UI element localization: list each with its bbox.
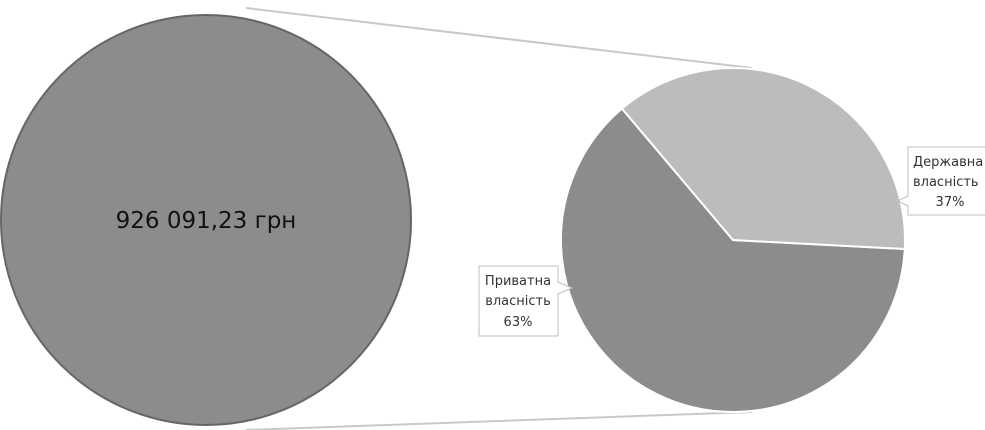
secondary-slice-state — [620, 67, 906, 251]
callout-state-name-line-1: Державна — [913, 155, 983, 170]
connector-line-top — [245, 7, 753, 69]
callout-private: Приватна власність 63% — [478, 265, 574, 337]
connector-line-bottom — [245, 411, 753, 430]
secondary-slice-private — [560, 107, 906, 413]
callout-private-name-line-2: власність — [485, 294, 551, 309]
primary-pie — [0, 14, 412, 426]
primary-pie-label: 926 091,23 грн — [116, 208, 297, 234]
secondary-pie — [560, 67, 906, 413]
callout-private-percent: 63% — [504, 315, 533, 330]
callout-private-name-line-1: Приватна — [485, 274, 551, 289]
callout-private-box — [478, 265, 574, 337]
callout-state-percent: 37% — [936, 195, 965, 210]
callout-state-name-line-2: власність — [913, 175, 979, 190]
callout-state-box — [896, 146, 985, 216]
callout-state: Державна власність 37% — [896, 146, 985, 216]
